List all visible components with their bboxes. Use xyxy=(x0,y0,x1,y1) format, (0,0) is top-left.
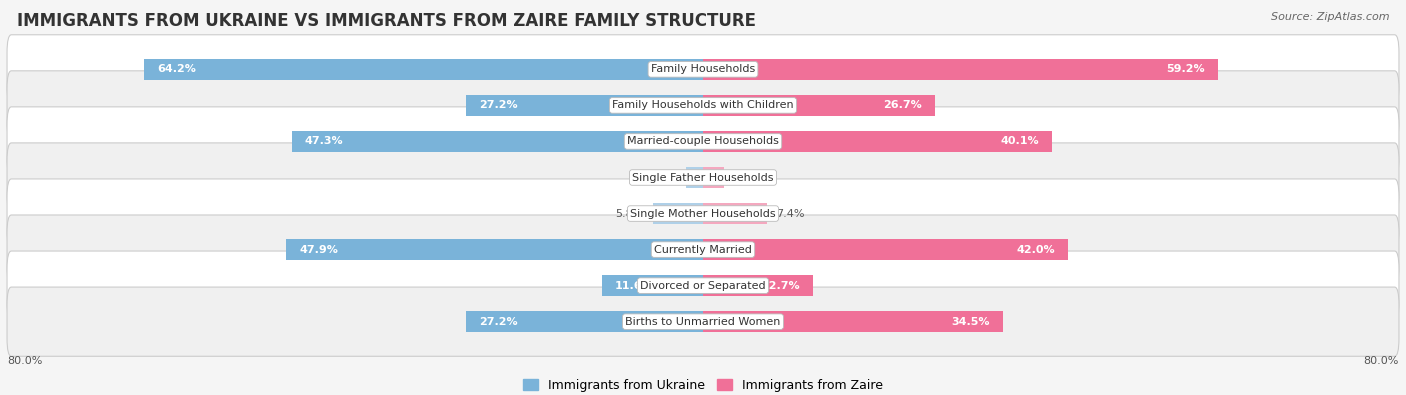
FancyBboxPatch shape xyxy=(7,143,1399,212)
Text: 2.0%: 2.0% xyxy=(648,173,676,182)
FancyBboxPatch shape xyxy=(7,251,1399,320)
Text: 47.3%: 47.3% xyxy=(305,136,343,147)
Text: 80.0%: 80.0% xyxy=(7,356,42,366)
Bar xyxy=(686,167,703,188)
Text: 26.7%: 26.7% xyxy=(883,100,922,111)
FancyBboxPatch shape xyxy=(7,107,1399,176)
FancyBboxPatch shape xyxy=(7,71,1399,140)
Text: 40.1%: 40.1% xyxy=(1000,136,1039,147)
Bar xyxy=(467,311,703,332)
Text: 7.4%: 7.4% xyxy=(776,209,804,218)
Text: 34.5%: 34.5% xyxy=(952,317,990,327)
Bar xyxy=(291,131,703,152)
Bar xyxy=(703,95,935,116)
Text: Births to Unmarried Women: Births to Unmarried Women xyxy=(626,317,780,327)
Text: IMMIGRANTS FROM UKRAINE VS IMMIGRANTS FROM ZAIRE FAMILY STRUCTURE: IMMIGRANTS FROM UKRAINE VS IMMIGRANTS FR… xyxy=(17,12,756,30)
Bar xyxy=(703,311,1002,332)
Bar xyxy=(602,275,703,296)
Text: Single Father Households: Single Father Households xyxy=(633,173,773,182)
Text: Family Households: Family Households xyxy=(651,64,755,74)
Text: 2.4%: 2.4% xyxy=(733,173,761,182)
Text: 47.9%: 47.9% xyxy=(299,245,339,255)
Text: 64.2%: 64.2% xyxy=(157,64,197,74)
Text: 11.6%: 11.6% xyxy=(616,280,654,291)
FancyBboxPatch shape xyxy=(7,287,1399,356)
Bar xyxy=(287,239,703,260)
Text: 80.0%: 80.0% xyxy=(1364,356,1399,366)
Bar xyxy=(703,203,768,224)
Text: 27.2%: 27.2% xyxy=(479,100,517,111)
Text: 59.2%: 59.2% xyxy=(1167,64,1205,74)
Bar xyxy=(145,59,703,80)
Text: 27.2%: 27.2% xyxy=(479,317,517,327)
Bar xyxy=(652,203,703,224)
Bar xyxy=(703,131,1052,152)
FancyBboxPatch shape xyxy=(7,35,1399,104)
Bar xyxy=(703,239,1069,260)
Text: Divorced or Separated: Divorced or Separated xyxy=(640,280,766,291)
Legend: Immigrants from Ukraine, Immigrants from Zaire: Immigrants from Ukraine, Immigrants from… xyxy=(517,374,889,395)
Text: Family Households with Children: Family Households with Children xyxy=(612,100,794,111)
Bar xyxy=(703,167,724,188)
FancyBboxPatch shape xyxy=(7,179,1399,248)
Text: 5.8%: 5.8% xyxy=(616,209,644,218)
Bar xyxy=(703,275,814,296)
Text: 12.7%: 12.7% xyxy=(762,280,800,291)
Text: 42.0%: 42.0% xyxy=(1017,245,1056,255)
Text: Married-couple Households: Married-couple Households xyxy=(627,136,779,147)
Text: Currently Married: Currently Married xyxy=(654,245,752,255)
Text: Single Mother Households: Single Mother Households xyxy=(630,209,776,218)
Bar xyxy=(703,59,1218,80)
Bar xyxy=(467,95,703,116)
Text: Source: ZipAtlas.com: Source: ZipAtlas.com xyxy=(1271,12,1389,22)
FancyBboxPatch shape xyxy=(7,215,1399,284)
